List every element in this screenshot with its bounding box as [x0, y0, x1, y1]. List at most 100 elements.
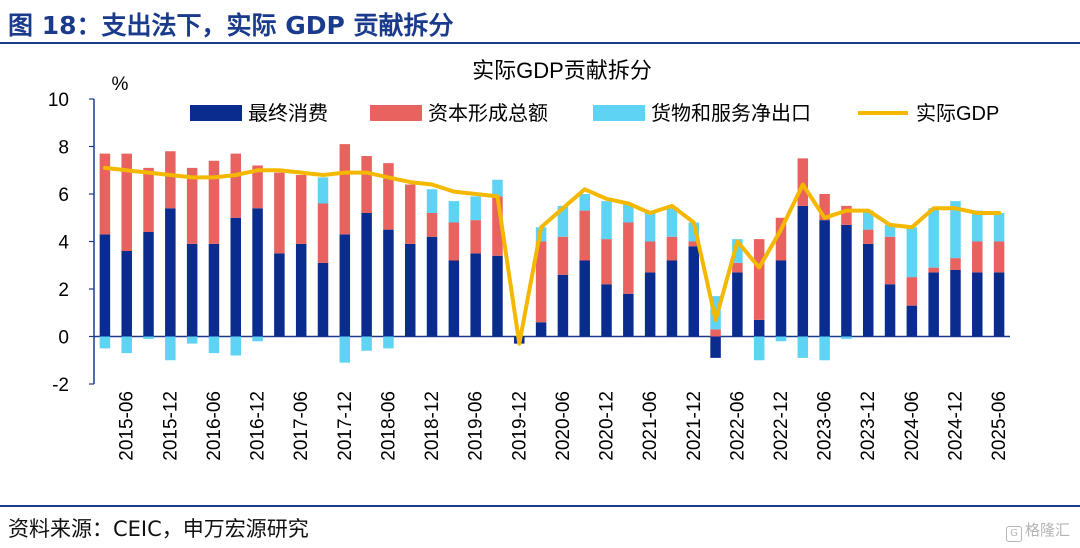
bar-资本形成总额-2024-12 [950, 258, 961, 270]
bar-货物和服务净出口-2016-06 [208, 336, 220, 354]
bar-货物和服务净出口-2019-06 [470, 196, 481, 221]
bar-资本形成总额-2017-03 [274, 172, 285, 254]
bar-货物和服务净出口-2021-09 [666, 208, 678, 237]
bar-货物和服务净出口-2024-06 [906, 227, 918, 278]
legend-label-货物和服务净出口: 货物和服务净出口 [651, 102, 811, 125]
bar-货物和服务净出口-2023-03 [797, 336, 809, 358]
bar-资本形成总额-2015-09 [143, 167, 154, 232]
bar-资本形成总额-2017-09 [317, 203, 329, 263]
bar-货物和服务净出口-2025-03 [972, 210, 983, 242]
figure-header: 图 18：支出法下，实际 GDP 贡献拆分 [0, 0, 1080, 46]
bar-最终消费-2023-09 [841, 224, 852, 337]
bar-最终消费-2015-06 [121, 251, 132, 337]
bar-最终消费-2023-06 [819, 220, 830, 337]
gdp-series-line [102, 165, 1002, 346]
legend-swatch-货物和服务净出口 [593, 105, 645, 121]
bar-货物和服务净出口-2022-12 [775, 336, 787, 342]
bar-资本形成总额-2017-12 [339, 144, 351, 235]
bar-最终消费-2021-09 [666, 260, 678, 337]
watermark-logo-icon: G [1005, 526, 1022, 542]
bar-资本形成总额-2022-12 [775, 217, 787, 261]
y-tick-label: 0 [58, 328, 69, 349]
bar-资本形成总额-2024-03 [884, 236, 896, 285]
bar-资本形成总额-2025-03 [972, 241, 983, 273]
watermark-text: 格隆汇 [1024, 521, 1070, 539]
bar-资本形成总额-2023-09 [841, 205, 852, 225]
bar-货物和服务净出口-2020-12 [601, 201, 612, 240]
bar-资本形成总额-2020-03 [535, 241, 547, 323]
bar-最终消费-2022-12 [775, 260, 787, 337]
bar-最终消费-2016-12 [252, 208, 263, 337]
bar-资本形成总额-2022-03 [710, 329, 721, 337]
bar-货物和服务净出口-2023-09 [841, 336, 852, 339]
bar-货物和服务净出口-2020-06 [557, 205, 569, 237]
bar-最终消费-2018-12 [426, 236, 438, 337]
legend-swatch-最终消费 [190, 105, 242, 121]
bar-最终消费-2020-12 [601, 284, 612, 337]
bar-货物和服务净出口-2017-12 [339, 336, 351, 363]
bar-资本形成总额-2019-09 [492, 196, 503, 256]
bar-最终消费-2016-03 [186, 243, 198, 337]
chart-title: 实际GDP贡献拆分 [472, 58, 652, 83]
bar-货物和服务净出口-2018-12 [426, 189, 438, 213]
bar-资本形成总额-2021-06 [644, 241, 656, 273]
legend-label-最终消费: 最终消费 [248, 102, 328, 125]
bar-最终消费-2020-06 [557, 274, 569, 337]
bar-最终消费-2015-03 [99, 234, 111, 337]
bar-资本形成总额-2020-06 [557, 236, 569, 275]
x-tick-label: 2022-06 [727, 391, 748, 461]
y-tick-label: 4 [58, 233, 69, 254]
bar-货物和服务净出口-2019-03 [448, 201, 460, 223]
bar-资本形成总额-2018-09 [404, 184, 416, 244]
x-tick-label: 2025-06 [989, 391, 1010, 461]
bar-最终消费-2018-06 [383, 229, 394, 337]
x-tick-label: 2017-06 [291, 391, 312, 461]
bar-货物和服务净出口-2021-03 [623, 203, 634, 223]
bar-资本形成总额-2019-06 [470, 220, 481, 254]
figure-heading: 图 18：支出法下，实际 GDP 贡献拆分 [8, 11, 454, 40]
bar-资本形成总额-2017-06 [295, 175, 307, 244]
y-tick-label: -2 [52, 375, 69, 396]
bar-货物和服务净出口-2015-12 [165, 336, 176, 361]
bar-最终消费-2017-06 [295, 243, 307, 337]
bar-资本形成总额-2024-09 [928, 267, 939, 273]
bar-最终消费-2023-12 [862, 243, 874, 337]
x-tick-label: 2023-06 [815, 391, 836, 461]
bar-货物和服务净出口-2023-06 [819, 336, 830, 361]
x-tick-label: 2021-12 [684, 391, 705, 461]
bar-最终消费-2021-12 [688, 246, 700, 337]
bar-资本形成总额-2022-06 [732, 262, 743, 273]
bar-货物和服务净出口-2024-12 [950, 201, 961, 259]
bar-最终消费-2019-09 [492, 255, 503, 337]
bar-最终消费-2020-03 [535, 322, 547, 337]
bar-最终消费-2016-09 [230, 217, 242, 337]
bar-资本形成总额-2024-06 [906, 277, 918, 306]
bar-最终消费-2018-03 [361, 213, 372, 337]
x-tick-label: 2017-12 [335, 391, 356, 461]
bar-货物和服务净出口-2020-09 [579, 194, 590, 211]
x-tick-label: 2018-06 [378, 391, 399, 461]
bar-最终消费-2021-03 [623, 293, 634, 337]
bar-资本形成总额-2015-03 [99, 153, 111, 235]
bar-最终消费-2018-09 [404, 243, 416, 337]
bar-货物和服务净出口-2022-06 [732, 239, 743, 263]
bar-货物和服务净出口-2016-09 [230, 336, 242, 356]
x-tick-label: 2016-06 [204, 391, 225, 461]
bar-最终消费-2022-09 [753, 319, 765, 337]
bar-最终消费-2024-09 [928, 272, 939, 337]
bar-货物和服务净出口-2018-06 [383, 336, 394, 349]
bar-资本形成总额-2016-03 [186, 167, 198, 244]
bar-最终消费-2016-06 [208, 243, 220, 337]
x-tick-label: 2024-12 [945, 391, 966, 461]
bar-资本形成总额-2016-06 [208, 160, 220, 244]
bar-最终消费-2020-09 [579, 260, 590, 337]
bar-货物和服务净出口-2019-09 [492, 179, 503, 197]
x-tick-label: 2024-06 [902, 391, 923, 461]
x-tick-label: 2020-12 [597, 391, 618, 461]
x-tick-label: 2023-12 [858, 391, 879, 461]
bar-最终消费-2015-09 [143, 232, 154, 337]
bar-最终消费-2017-03 [274, 253, 285, 337]
bar-最终消费-2017-12 [339, 234, 351, 337]
y-tick-label: 8 [58, 138, 69, 159]
bar-货物和服务净出口-2021-06 [644, 213, 656, 242]
